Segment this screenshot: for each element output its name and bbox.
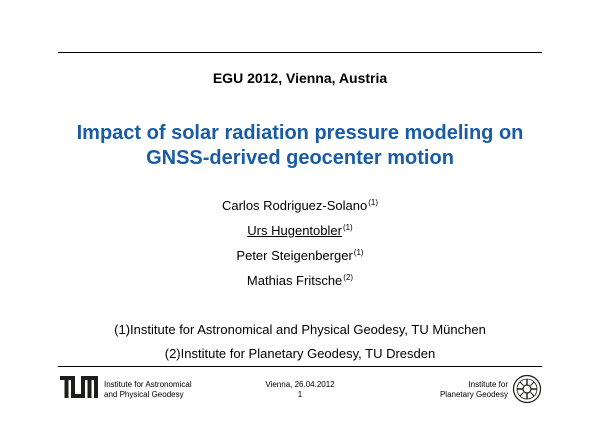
slide-footer: Institute for Astronomical and Physical … <box>0 372 600 412</box>
author-name: Mathias Fritsche <box>246 273 343 288</box>
footer-institute-left: Institute for Astronomical and Physical … <box>104 380 192 400</box>
footer-center: Vienna, 26.04.2012 1 <box>0 380 600 400</box>
author-list: Carlos Rodriguez-Solano(1) Urs Hugentobl… <box>0 193 600 293</box>
title-line-2: GNSS-derived geocenter motion <box>146 147 454 169</box>
affiliation-item: (1)Institute for Astronomical and Physic… <box>114 322 486 337</box>
tum-logo-icon <box>60 376 98 398</box>
page-number: 1 <box>297 390 303 399</box>
author-item: Carlos Rodriguez-Solano(1) <box>0 193 600 218</box>
bottom-divider <box>58 366 542 367</box>
affiliation-item: (2)Institute for Planetary Geodesy, TU D… <box>164 346 436 361</box>
tu-dresden-seal-icon <box>512 374 542 404</box>
author-name: Carlos Rodriguez-Solano <box>221 198 368 213</box>
footer-left-line-1: Institute for Astronomical <box>104 380 192 389</box>
title-line-1: Impact of solar radiation pressure model… <box>76 122 524 144</box>
author-item: Urs Hugentobler(1) <box>0 218 600 243</box>
conference-name: EGU 2012, Vienna, Austria <box>212 70 388 86</box>
footer-left-line-2: and Physical Geodesy <box>104 390 184 399</box>
author-affil-marker: (1) <box>342 223 353 232</box>
footer-date: Vienna, 26.04.2012 <box>265 380 335 389</box>
top-divider <box>58 52 542 53</box>
footer-institute-right: Institute for Planetary Geodesy <box>440 380 508 400</box>
author-affil-marker: (1) <box>368 198 379 207</box>
author-affil-marker: (1) <box>353 248 364 257</box>
affiliation-list: (1)Institute for Astronomical and Physic… <box>0 320 600 368</box>
author-item: Mathias Fritsche(2) <box>0 268 600 293</box>
author-name: Peter Steigenberger <box>236 248 353 263</box>
author-affil-marker: (2) <box>343 273 354 282</box>
footer-right-line-2: Planetary Geodesy <box>439 390 508 399</box>
author-name-presenter: Urs Hugentobler <box>247 223 342 238</box>
author-item: Peter Steigenberger(1) <box>0 243 600 268</box>
footer-right-line-1: Institute for <box>468 380 508 389</box>
presentation-title: Impact of solar radiation pressure model… <box>0 121 600 171</box>
